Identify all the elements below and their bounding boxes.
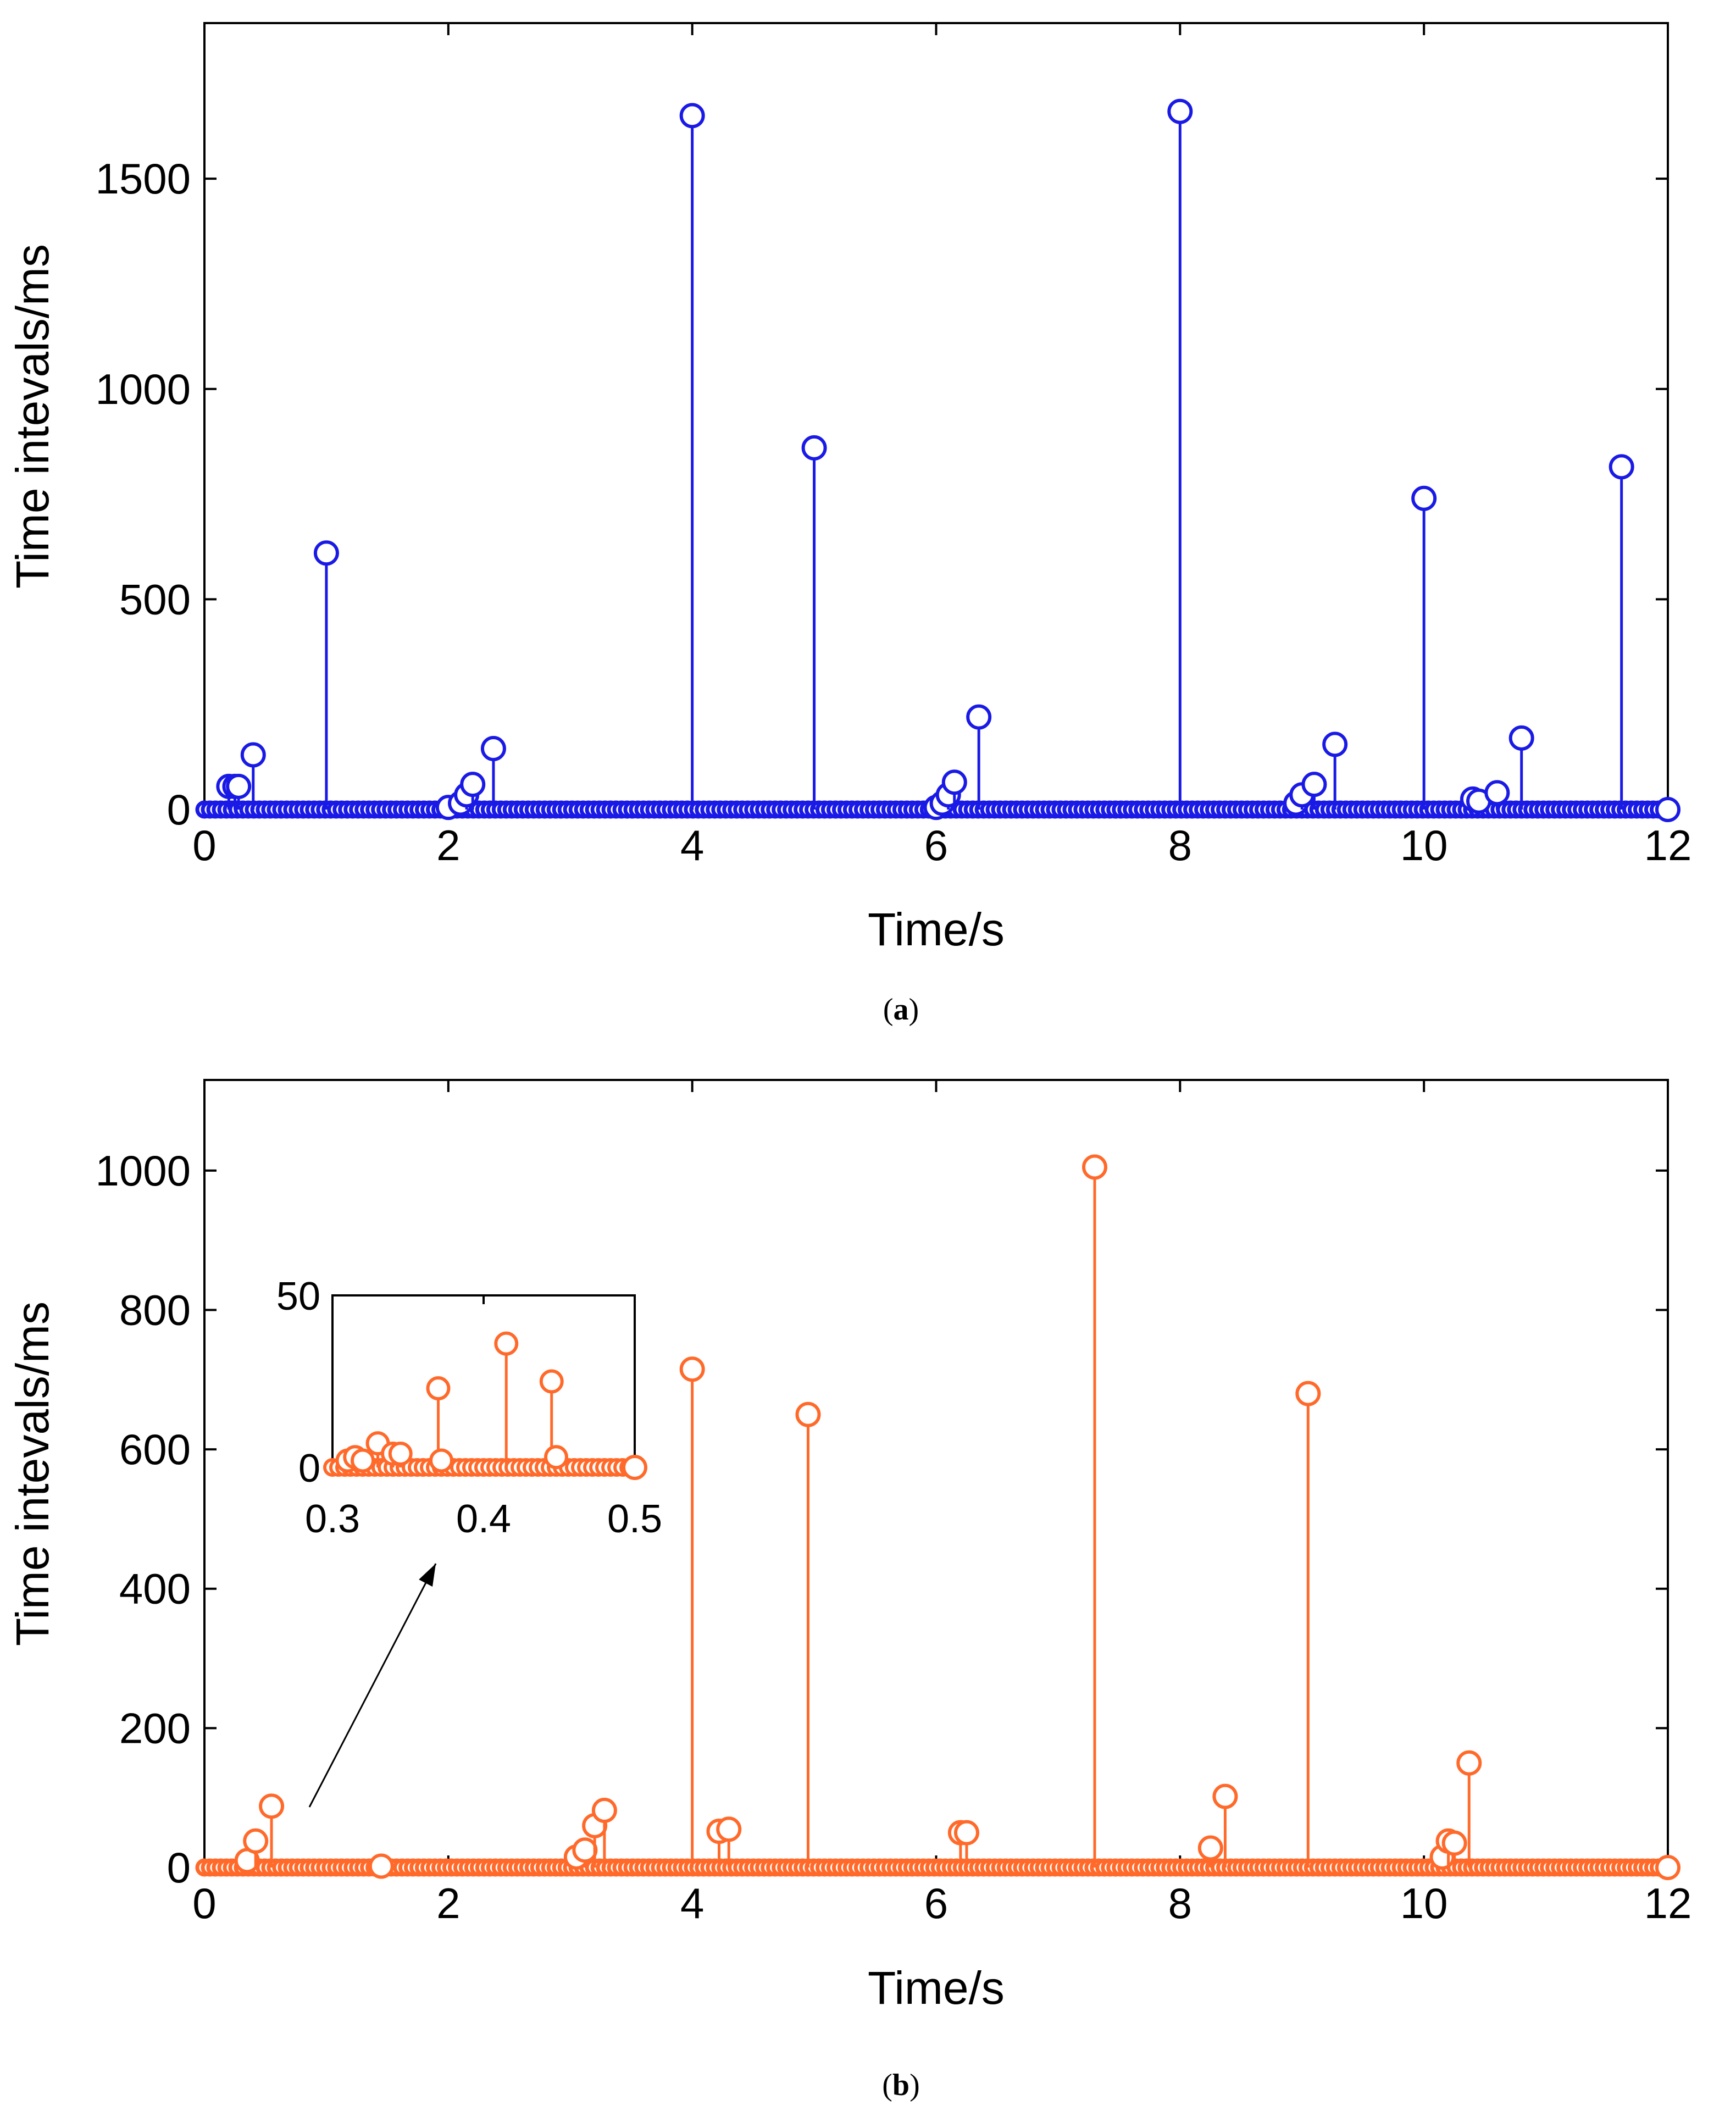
stem-point xyxy=(1212,1783,1238,1809)
stem-point xyxy=(1484,780,1510,806)
inset-stem-point-end xyxy=(622,1455,647,1480)
inset-x-tick-label: 0.4 xyxy=(456,1497,511,1541)
stem-point xyxy=(1167,98,1193,124)
chart-a: 0 2 4 6 8 10 12 0 500 1000 1500 Time/s Time intevals… xyxy=(7,22,1692,1027)
stem-point xyxy=(243,1828,269,1854)
stem-point xyxy=(480,736,506,762)
x-tick-label: 12 xyxy=(1644,1879,1692,1927)
stem-point xyxy=(460,772,486,797)
stem-point xyxy=(1456,1750,1482,1776)
stem-point xyxy=(572,1837,598,1863)
stem-point xyxy=(240,742,266,768)
x-tick-label: 8 xyxy=(1168,1879,1192,1927)
y-tick-label: 0 xyxy=(167,1843,191,1892)
x-tick-label: 6 xyxy=(924,1879,948,1927)
stem-point xyxy=(226,773,252,799)
stem-point xyxy=(1411,485,1437,511)
inset-stem-point xyxy=(351,1448,375,1473)
y-axis-label: Time intevals/ms xyxy=(7,244,58,589)
stem-point-end xyxy=(1655,1855,1680,1880)
y-tick-label: 200 xyxy=(119,1704,191,1752)
stem-point xyxy=(591,1798,617,1824)
caption-letter: b xyxy=(892,2068,909,2102)
inset-x-tick-label: 0.3 xyxy=(305,1497,360,1541)
inset-stem-point xyxy=(494,1331,519,1356)
inset-arrow-line xyxy=(308,1563,437,1808)
y-tick-label: 500 xyxy=(119,575,191,623)
x-tick-label: 8 xyxy=(1168,821,1192,869)
stem-point xyxy=(1609,454,1634,480)
caption-paren-close: ) xyxy=(909,993,919,1027)
stem-point xyxy=(1295,1381,1321,1406)
inset-plot: 0.3 0.4 0.5 0 50 xyxy=(276,1275,662,1541)
stem-point xyxy=(1301,772,1327,797)
caption-paren-open: ( xyxy=(883,993,894,1027)
stem-point xyxy=(953,1820,979,1846)
x-axis-label: Time/s xyxy=(868,1962,1005,2014)
stem-point xyxy=(1508,725,1534,751)
stem-point xyxy=(1081,1154,1107,1180)
x-tick-label: 6 xyxy=(924,821,948,869)
y-tick-label: 1000 xyxy=(95,365,191,413)
stem-point xyxy=(259,1793,285,1819)
stem-point-end xyxy=(1655,797,1680,822)
stem-point xyxy=(1441,1830,1467,1856)
y-axis-label: Time intevals/ms xyxy=(7,1301,58,1646)
inset-stem-point xyxy=(544,1445,568,1470)
stem-point xyxy=(313,540,339,566)
stem-point xyxy=(801,435,827,461)
inset-arrow-head xyxy=(419,1564,436,1587)
x-tick-label: 10 xyxy=(1400,1879,1448,1927)
stem-point xyxy=(679,103,705,129)
stem-point xyxy=(1197,1835,1223,1861)
caption-letter: a xyxy=(894,993,909,1027)
plot-frame xyxy=(203,22,1669,811)
inset-stem-point xyxy=(429,1448,453,1473)
inset-x-tick-label: 0.5 xyxy=(607,1497,662,1541)
y-tick-label: 0 xyxy=(167,785,191,834)
x-tick-label: 0 xyxy=(192,1879,216,1927)
figure-caption: (b) xyxy=(882,2068,919,2102)
y-tick-label: 1500 xyxy=(95,154,191,203)
inset-y-tick-label: 0 xyxy=(298,1447,320,1491)
x-axis-label: Time/s xyxy=(868,904,1005,955)
y-tick-label: 400 xyxy=(119,1565,191,1613)
x-tick-label: 4 xyxy=(680,1879,704,1927)
inset-stem-point xyxy=(539,1369,564,1394)
inset-stem-point xyxy=(388,1441,413,1466)
x-tick-label: 0 xyxy=(192,821,216,869)
x-tick-label: 12 xyxy=(1644,821,1692,869)
stem-point xyxy=(368,1853,394,1879)
y-tick-label: 1000 xyxy=(95,1146,191,1195)
caption-paren-open: ( xyxy=(882,2068,892,2102)
x-tick-label: 4 xyxy=(680,821,704,869)
stem-point xyxy=(966,704,992,730)
stem-point xyxy=(941,769,967,795)
chart-b: 0 2 4 6 8 10 12 0 200 400 600 800 1000 Time/s Time int… xyxy=(7,1079,1692,2102)
stem-point xyxy=(795,1401,821,1427)
x-tick-label: 2 xyxy=(436,821,460,869)
stem-point xyxy=(679,1356,705,1382)
y-tick-label: 800 xyxy=(119,1286,191,1334)
x-tick-label: 2 xyxy=(436,1879,460,1927)
stem-point xyxy=(716,1816,742,1842)
stem-point xyxy=(1322,732,1348,757)
x-tick-label: 10 xyxy=(1400,821,1448,869)
y-tick-label: 600 xyxy=(119,1425,191,1473)
figure-caption: (a) xyxy=(883,993,919,1027)
caption-paren-close: ) xyxy=(909,2068,920,2102)
inset-y-tick-label: 50 xyxy=(276,1275,320,1318)
inset-stem-point xyxy=(426,1376,451,1401)
